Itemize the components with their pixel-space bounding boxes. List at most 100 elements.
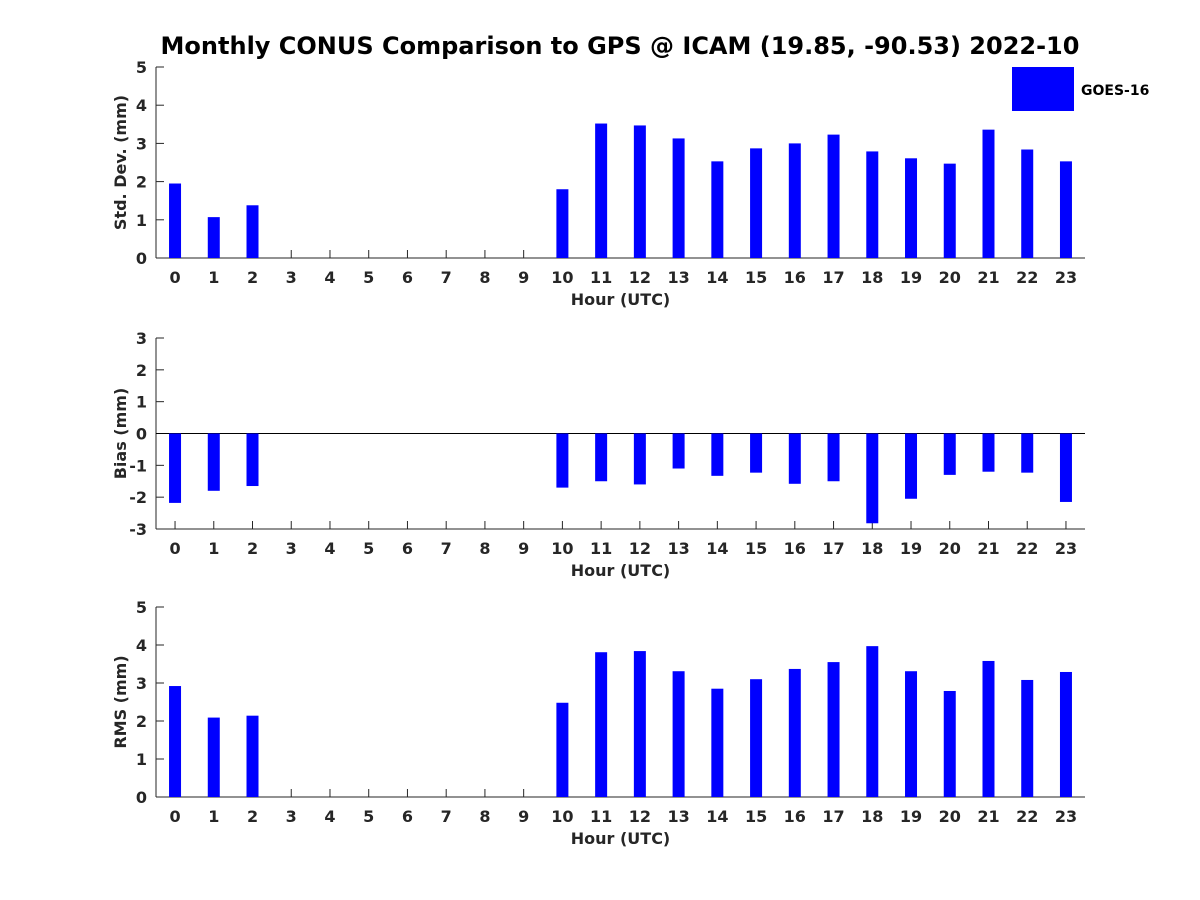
std-dev-xtick-label: 1 xyxy=(208,268,219,287)
std-dev-ytick-label: 3 xyxy=(136,134,147,153)
bias-bar-11 xyxy=(595,433,608,482)
rms-bar-17 xyxy=(827,662,840,797)
std-dev-bar-10 xyxy=(556,189,569,258)
rms-bar-21 xyxy=(982,660,995,797)
rms-xtick-label: 19 xyxy=(900,807,922,826)
bias-ytick-label: -1 xyxy=(129,456,147,475)
bias-bar-14 xyxy=(711,433,724,476)
rms-ytick-label: 3 xyxy=(136,674,147,693)
bias-bar-21 xyxy=(982,433,995,472)
bias-xtick-label: 18 xyxy=(861,539,883,558)
rms-xtick-label: 21 xyxy=(977,807,999,826)
bias-xtick-label: 13 xyxy=(667,539,689,558)
bias-ylabel: Bias (mm) xyxy=(111,388,130,480)
bias-xtick-label: 0 xyxy=(169,539,180,558)
bias-xtick-label: 17 xyxy=(822,539,844,558)
bias-bar-22 xyxy=(1021,433,1034,473)
std-dev-ytick-label: 2 xyxy=(136,173,147,192)
std-dev-bar-17 xyxy=(827,134,840,258)
std-dev-xtick-label: 20 xyxy=(939,268,961,287)
bias-xtick-label: 23 xyxy=(1055,539,1077,558)
rms-xtick-label: 20 xyxy=(939,807,961,826)
std-dev-bar-20 xyxy=(943,163,956,258)
rms-bar-11 xyxy=(595,652,608,797)
bias-xtick-label: 21 xyxy=(977,539,999,558)
bias-xlabel: Hour (UTC) xyxy=(571,561,671,580)
bias-xtick-label: 11 xyxy=(590,539,612,558)
rms-bar-2 xyxy=(246,715,259,797)
rms-bar-20 xyxy=(943,690,956,797)
bias-bar-17 xyxy=(827,433,840,482)
rms-xtick-label: 22 xyxy=(1016,807,1038,826)
std-dev-xtick-label: 22 xyxy=(1016,268,1038,287)
std-dev-ytick-label: 1 xyxy=(136,211,147,230)
bias-bar-16 xyxy=(788,433,801,484)
bias-bar-20 xyxy=(943,433,956,475)
bias-xtick-label: 20 xyxy=(939,539,961,558)
bias-xtick-label: 7 xyxy=(441,539,452,558)
std-dev-xtick-label: 5 xyxy=(363,268,374,287)
rms-xtick-label: 10 xyxy=(551,807,573,826)
bias-ytick-label: 0 xyxy=(136,425,147,444)
std-dev-xtick-label: 7 xyxy=(441,268,452,287)
std-dev-xtick-label: 19 xyxy=(900,268,922,287)
std-dev-xtick-label: 0 xyxy=(169,268,180,287)
std-dev-bar-19 xyxy=(905,158,918,258)
bias-xtick-label: 6 xyxy=(402,539,413,558)
std-dev-xtick-label: 18 xyxy=(861,268,883,287)
rms-xtick-label: 18 xyxy=(861,807,883,826)
bias-xtick-label: 9 xyxy=(518,539,529,558)
bias-xtick-label: 14 xyxy=(706,539,728,558)
bias-ytick-label: 1 xyxy=(136,393,147,412)
rms-bar-12 xyxy=(633,651,646,797)
rms-bar-22 xyxy=(1021,679,1034,797)
rms-xtick-label: 8 xyxy=(479,807,490,826)
rms-xtick-label: 9 xyxy=(518,807,529,826)
std-dev-xtick-label: 9 xyxy=(518,268,529,287)
bias-bar-1 xyxy=(207,433,220,491)
std-dev-bar-13 xyxy=(672,138,685,258)
bias-ytick-label: -3 xyxy=(129,520,147,539)
rms-xtick-label: 6 xyxy=(402,807,413,826)
rms-ytick-label: 0 xyxy=(136,788,147,807)
std-dev-xtick-label: 13 xyxy=(667,268,689,287)
bias-xtick-label: 1 xyxy=(208,539,219,558)
bias-xtick-label: 16 xyxy=(784,539,806,558)
std-dev-xtick-label: 8 xyxy=(479,268,490,287)
rms-xlabel: Hour (UTC) xyxy=(571,829,671,848)
bias-xtick-label: 5 xyxy=(363,539,374,558)
std-dev-xtick-label: 16 xyxy=(784,268,806,287)
std-dev-ylabel: Std. Dev. (mm) xyxy=(111,95,130,230)
rms-xtick-label: 12 xyxy=(629,807,651,826)
legend-swatch xyxy=(1012,67,1074,111)
std-dev-xtick-label: 21 xyxy=(977,268,999,287)
std-dev-ytick-label: 4 xyxy=(136,96,147,115)
bias-xtick-label: 3 xyxy=(286,539,297,558)
rms-bar-10 xyxy=(556,702,569,797)
std-dev-xtick-label: 17 xyxy=(822,268,844,287)
rms-xtick-label: 3 xyxy=(286,807,297,826)
rms-bar-16 xyxy=(788,668,801,797)
rms-bar-19 xyxy=(905,671,918,797)
bias-xtick-label: 12 xyxy=(629,539,651,558)
bias-xtick-label: 22 xyxy=(1016,539,1038,558)
rms-ytick-label: 2 xyxy=(136,712,147,731)
std-dev-xtick-label: 15 xyxy=(745,268,767,287)
bias-bar-23 xyxy=(1059,433,1072,502)
std-dev-xtick-label: 14 xyxy=(706,268,728,287)
std-dev-bar-15 xyxy=(750,148,763,258)
rms-xtick-label: 1 xyxy=(208,807,219,826)
bias-bar-13 xyxy=(672,433,685,469)
std-dev-bar-16 xyxy=(788,143,801,258)
bias-xtick-label: 8 xyxy=(479,539,490,558)
std-dev-bar-2 xyxy=(246,205,259,258)
std-dev-bar-14 xyxy=(711,161,724,258)
rms-xtick-label: 7 xyxy=(441,807,452,826)
rms-bar-0 xyxy=(169,686,182,797)
std-dev-xtick-label: 3 xyxy=(286,268,297,287)
rms-xtick-label: 5 xyxy=(363,807,374,826)
rms-bar-23 xyxy=(1059,671,1072,797)
rms-xtick-label: 15 xyxy=(745,807,767,826)
